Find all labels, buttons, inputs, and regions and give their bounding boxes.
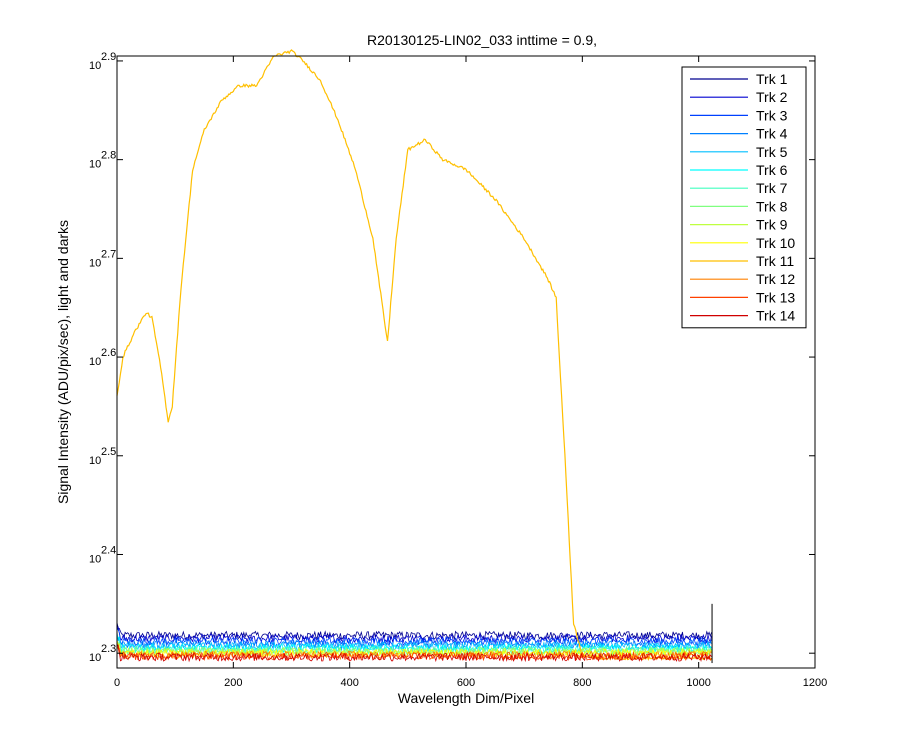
- x-axis-label: Wavelength Dim/Pixel: [398, 690, 534, 706]
- legend-label: Trk 7: [756, 180, 788, 196]
- legend-label: Trk 11: [756, 253, 794, 269]
- legend-label: Trk 6: [756, 162, 788, 178]
- legend-label: Trk 3: [756, 107, 788, 123]
- y-tick-exponent: 2.9: [101, 51, 116, 63]
- y-tick-base: 10: [89, 652, 101, 664]
- legend-label: Trk 10: [756, 235, 795, 251]
- legend-label: Trk 4: [756, 126, 788, 142]
- legend-label: Trk 8: [756, 198, 788, 214]
- y-tick-exponent: 2.6: [101, 347, 116, 359]
- y-tick-base: 10: [89, 257, 101, 269]
- series-line-10: [116, 639, 712, 659]
- x-axis-ticks: 0 200 400 600 800 1000 1200: [114, 56, 827, 689]
- y-tick-base: 10: [89, 553, 101, 565]
- y-axis-label: Signal Intensity (ADU/pix/sec), light an…: [55, 220, 71, 504]
- legend-label: Trk 12: [756, 271, 795, 287]
- plot-lines: [116, 49, 713, 664]
- series-line-1: [116, 622, 712, 641]
- y-tick-exponent: 2.3: [101, 643, 116, 655]
- legend-label: Trk 9: [756, 217, 788, 233]
- chart-title: R20130125-LIN02_033 inttime = 0.9,: [367, 32, 597, 48]
- x-tick-label: 800: [573, 677, 591, 689]
- y-tick-base: 10: [89, 455, 101, 467]
- y-tick-base: 10: [89, 356, 101, 368]
- y-tick-exponent: 2.4: [101, 544, 116, 556]
- legend: Trk 1 Trk 2 Trk 3 Trk 4 Trk 5 Trk 6 Trk 7 Trk 8…: [681, 66, 807, 329]
- x-tick-label: 600: [457, 677, 475, 689]
- x-tick-label: 1000: [686, 677, 710, 689]
- legend-label: Trk 1: [756, 71, 788, 87]
- y-tick-exponent: 2.5: [101, 446, 116, 458]
- legend-label: Trk 2: [756, 89, 788, 105]
- x-tick-label: 0: [114, 677, 120, 689]
- x-tick-label: 1200: [803, 677, 827, 689]
- y-tick-base: 10: [89, 60, 101, 72]
- legend-label: Trk 5: [756, 144, 788, 160]
- x-tick-label: 400: [340, 677, 358, 689]
- legend-box: [681, 66, 807, 329]
- legend-label: Trk 14: [756, 308, 795, 324]
- y-tick-exponent: 2.7: [101, 248, 116, 260]
- y-tick-base: 10: [89, 159, 101, 171]
- legend-label: Trk 13: [756, 289, 795, 305]
- x-tick-label: 200: [224, 677, 242, 689]
- series-line-14: [116, 644, 712, 663]
- series-line-2: [116, 626, 712, 644]
- y-tick-exponent: 2.8: [101, 150, 116, 162]
